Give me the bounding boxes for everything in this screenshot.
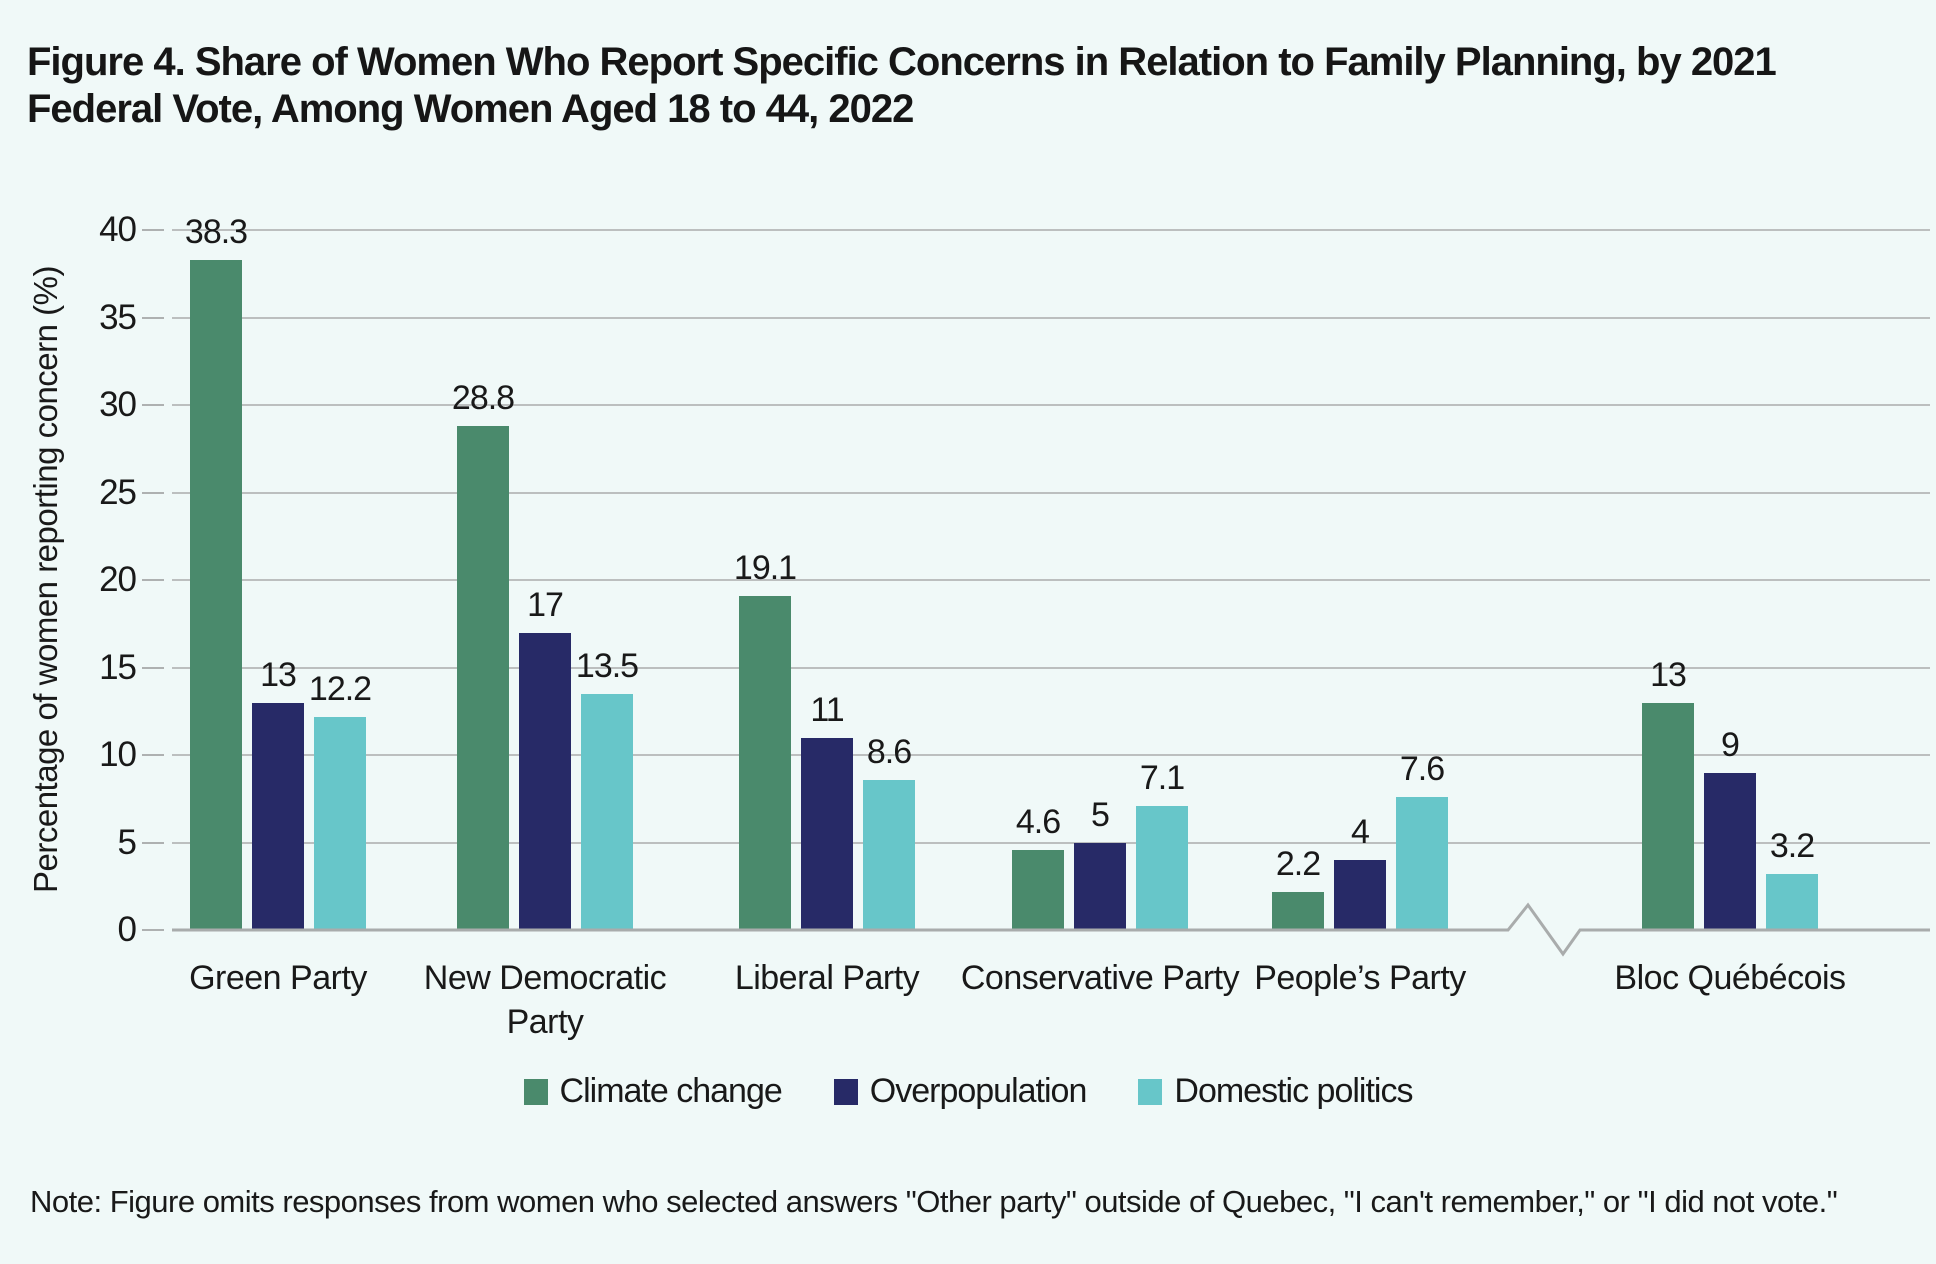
y-tick-mark-25 [142, 491, 164, 494]
x-axis-baseline-with-break [172, 902, 1930, 957]
gridline-40 [172, 229, 1930, 231]
bar-climate-change [1272, 891, 1324, 930]
figure-note: Note: Figure omits responses from women … [30, 1184, 1838, 1219]
y-tick-mark-10 [142, 754, 164, 756]
x-axis-label: Liberal Party [734, 959, 920, 997]
gridline-15 [172, 666, 1930, 669]
legend-label: Climate change [559, 1072, 783, 1110]
y-tick-label-15: 15 [99, 647, 137, 687]
y-tick-mark-30 [142, 404, 164, 406]
bar-value-label: 8.6 [866, 732, 912, 771]
bar-value-label: 7.1 [1139, 758, 1185, 797]
y-tick-mark-20 [142, 579, 164, 581]
gridline-5 [172, 841, 1930, 844]
bar-climate-change [457, 426, 509, 930]
bar-domestic-politics [1396, 797, 1448, 930]
figure-title: Figure 4. Share of Women Who Report Spec… [27, 39, 1777, 131]
gridline-10 [172, 754, 1930, 756]
y-tick-mark-40 [142, 229, 164, 231]
y-tick-label-35: 35 [99, 297, 137, 337]
gridline-35 [172, 316, 1930, 319]
y-tick-label-25: 25 [99, 472, 137, 512]
y-tick-label-40: 40 [99, 210, 137, 249]
bar-value-label: 5 [1091, 795, 1110, 834]
chart-legend: Climate change Overpopulation Domestic pol… [0, 1072, 1936, 1111]
bar-climate-change [1642, 702, 1694, 930]
bar-overpopulation [519, 632, 571, 930]
bar-value-label: 17 [527, 585, 564, 624]
bar-overpopulation [252, 702, 304, 930]
bar-climate-change [190, 259, 242, 930]
gridline-25 [172, 491, 1930, 494]
bar-overpopulation [801, 737, 853, 930]
legend-label: Domestic politics [1174, 1072, 1413, 1110]
y-tick-label-0: 0 [117, 910, 137, 949]
gridline-30 [172, 404, 1930, 406]
bar-value-label: 13.5 [575, 646, 639, 685]
y-tick-mark-0 [142, 929, 164, 931]
bar-value-label: 13 [260, 655, 297, 694]
bar-domestic-politics [314, 716, 366, 930]
legend-label: Overpopulation [869, 1072, 1088, 1110]
legend-item-overpopulation: Overpopulation [833, 1072, 1088, 1111]
gridline-20 [172, 579, 1930, 581]
bar-overpopulation [1074, 842, 1126, 930]
x-axis-label: Bloc Québécois [1614, 959, 1846, 997]
x-axis-label: Conservative Party [960, 959, 1240, 997]
legend-swatch-icon [1138, 1078, 1163, 1105]
x-axis-label: New Democratic Party [423, 959, 667, 1042]
bar-value-label: 28.8 [451, 379, 515, 417]
bar-domestic-politics [1136, 805, 1188, 930]
bar-domestic-politics [863, 779, 915, 930]
bar-value-label: 4 [1351, 813, 1370, 851]
bar-overpopulation [1704, 772, 1756, 930]
y-tick-label-30: 30 [99, 385, 137, 424]
bar-climate-change [739, 595, 791, 930]
bar-value-label: 4.6 [1015, 802, 1061, 841]
legend-swatch-icon [833, 1078, 858, 1105]
y-tick-mark-15 [142, 666, 164, 669]
legend-swatch-icon [523, 1078, 548, 1105]
bar-value-label: 19.1 [733, 548, 797, 587]
legend-item-climate-change: Climate change [523, 1072, 783, 1111]
y-tick-label-20: 20 [99, 560, 137, 599]
x-axis-label: People’s Party [1254, 959, 1466, 997]
bar-overpopulation [1334, 860, 1386, 930]
bar-value-label: 12.2 [308, 669, 372, 708]
bar-value-label: 38.3 [184, 212, 248, 251]
y-tick-mark-5 [142, 841, 164, 844]
bar-value-label: 7.6 [1399, 750, 1445, 788]
bar-climate-change [1012, 849, 1064, 930]
bar-value-label: 9 [1721, 725, 1740, 764]
y-tick-label-10: 10 [99, 735, 137, 774]
legend-item-domestic-politics: Domestic politics [1138, 1072, 1413, 1111]
bar-value-label: 11 [810, 690, 844, 729]
bar-value-label: 13 [1650, 655, 1687, 694]
bar-domestic-politics [1766, 874, 1818, 930]
plot-area: 0 5 10 15 20 25 30 35 40 38.3 13 12.2 Green Party 28.… [99, 210, 1930, 1041]
bar-domestic-politics [581, 693, 633, 930]
y-tick-mark-35 [142, 316, 164, 319]
y-tick-label-5: 5 [117, 822, 137, 862]
bar-value-label: 2.2 [1275, 844, 1321, 883]
bar-value-label: 3.2 [1769, 827, 1815, 865]
x-axis-label: Green Party [189, 959, 367, 997]
